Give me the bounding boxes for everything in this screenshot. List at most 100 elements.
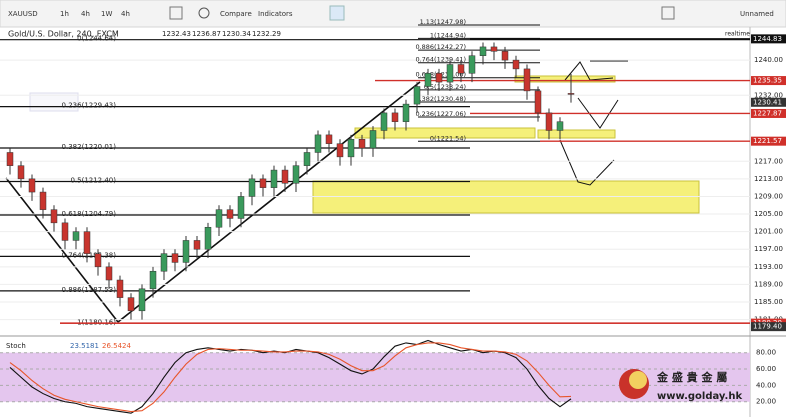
- candle-body: [435, 73, 443, 83]
- candle-body: [457, 64, 465, 74]
- fib-label: 0.886(1242.27): [415, 43, 466, 51]
- fib-label: 0.5(1233.24): [424, 83, 466, 91]
- interval[interactable]: 1W: [101, 10, 112, 18]
- candle-body: [17, 165, 25, 180]
- compare-button[interactable]: Compare: [220, 10, 252, 18]
- y-tick-label: 1209.00: [754, 192, 783, 200]
- fib-label: 0(1221.54): [430, 134, 466, 142]
- fib-label: 0.764(1195.38): [62, 251, 117, 259]
- candle-body: [512, 59, 520, 70]
- fib-label: 0.5(1212.40): [70, 177, 116, 185]
- candle-body: [28, 178, 36, 193]
- y-tick-label: 1201.00: [754, 228, 783, 236]
- candle-body: [204, 226, 212, 250]
- layout-button[interactable]: [661, 6, 675, 20]
- stoch-line: [9, 342, 572, 413]
- watermark-name: 金 盛 貴 金 屬: [656, 370, 727, 384]
- interval[interactable]: 4h: [81, 10, 90, 18]
- candle-body: [215, 209, 223, 228]
- zone: [514, 75, 616, 83]
- interval[interactable]: 4h: [121, 10, 130, 18]
- settings-button[interactable]: [198, 7, 210, 19]
- candle-body: [61, 222, 69, 241]
- symbol[interactable]: XAUUSD: [8, 10, 38, 18]
- candle-body: [336, 143, 344, 158]
- projection-arrow: [564, 61, 614, 81]
- candle-body: [303, 152, 311, 166]
- candle-body: [270, 169, 278, 188]
- candle-body: [468, 55, 476, 74]
- candle-body: [237, 196, 245, 219]
- y-tick-label: 1217.00: [754, 157, 783, 165]
- y-tick-label: 40.00: [756, 381, 776, 389]
- projection-arrow: [577, 97, 619, 129]
- candle-body: [281, 169, 289, 184]
- fib-label: 1(1244.94): [430, 31, 466, 39]
- watermark-url: www.golday.hk: [657, 391, 742, 402]
- candle-body: [567, 93, 575, 95]
- toolbar: [0, 0, 786, 28]
- indicator-value: 26.5424: [102, 342, 131, 350]
- ohlc-open: 1232.43: [162, 30, 191, 38]
- fib-label: 0.618(1204.79): [62, 210, 117, 218]
- y-tick-label: 20.00: [756, 398, 776, 406]
- ohlc-high: 1236.87: [192, 30, 221, 38]
- candle-body: [116, 279, 124, 298]
- candle-body: [424, 73, 432, 87]
- candle-body: [259, 178, 267, 188]
- candle-body: [556, 121, 564, 131]
- candle-body: [94, 253, 102, 268]
- fib-label: 0.886(1187.53): [62, 286, 117, 294]
- candle-body: [127, 297, 135, 312]
- fib-label: 0.764(1239.41): [415, 56, 466, 64]
- y-tick-label: 1189.00: [754, 280, 783, 288]
- candle-body: [248, 178, 256, 197]
- logo: [629, 371, 647, 389]
- fib-label: 1.13(1247.98): [420, 18, 466, 26]
- price-tag: [751, 136, 786, 146]
- realtime-label: realtime: [725, 31, 750, 38]
- candle-body: [501, 51, 509, 61]
- candle-body: [534, 90, 542, 114]
- price-tag-label: 1227.87: [753, 109, 782, 117]
- fib-label: 0.236(1229.43): [62, 102, 117, 110]
- chart-title: Gold/U.S. Dollar, 240, FXCM: [8, 30, 119, 39]
- candle-body: [358, 139, 366, 149]
- candle-body: [402, 103, 410, 122]
- price-tag: [751, 108, 786, 118]
- zone: [312, 180, 700, 214]
- candle-body: [83, 231, 91, 254]
- y-tick-label: 80.00: [756, 349, 776, 357]
- price-tag-label: 1230.41: [753, 98, 782, 106]
- candle-body: [72, 231, 80, 241]
- indicators-button[interactable]: Indicators: [258, 10, 293, 18]
- price-tag: [751, 76, 786, 86]
- candle-body: [138, 288, 146, 312]
- candle-body: [314, 134, 322, 153]
- y-tick-label: 1213.00: [754, 175, 783, 183]
- indicator-value: 23.5181: [70, 342, 99, 350]
- candle-body: [193, 240, 201, 250]
- fib-label: 0.236(1227.06): [415, 110, 466, 118]
- price-tag-label: 1235.35: [753, 77, 782, 85]
- chart-style-button[interactable]: [169, 6, 183, 20]
- interval[interactable]: 1h: [60, 10, 69, 18]
- zone: [537, 129, 616, 139]
- price-tag: [751, 34, 786, 44]
- candle-body: [171, 253, 179, 263]
- layout-name[interactable]: Unnamed: [740, 10, 774, 18]
- indicator-title: Stoch: [6, 342, 26, 350]
- alert-button[interactable]: [329, 5, 345, 21]
- candle-body: [369, 130, 377, 149]
- candle-body: [182, 240, 190, 263]
- candle-body: [391, 112, 399, 122]
- trend-line: [117, 81, 421, 323]
- candle-body: [479, 46, 487, 56]
- candle-body: [39, 191, 47, 210]
- y-tick-label: 1193.00: [754, 263, 783, 271]
- candle-body: [446, 64, 454, 83]
- candle-body: [105, 266, 113, 281]
- price-tag-label: 1179.40: [753, 323, 782, 331]
